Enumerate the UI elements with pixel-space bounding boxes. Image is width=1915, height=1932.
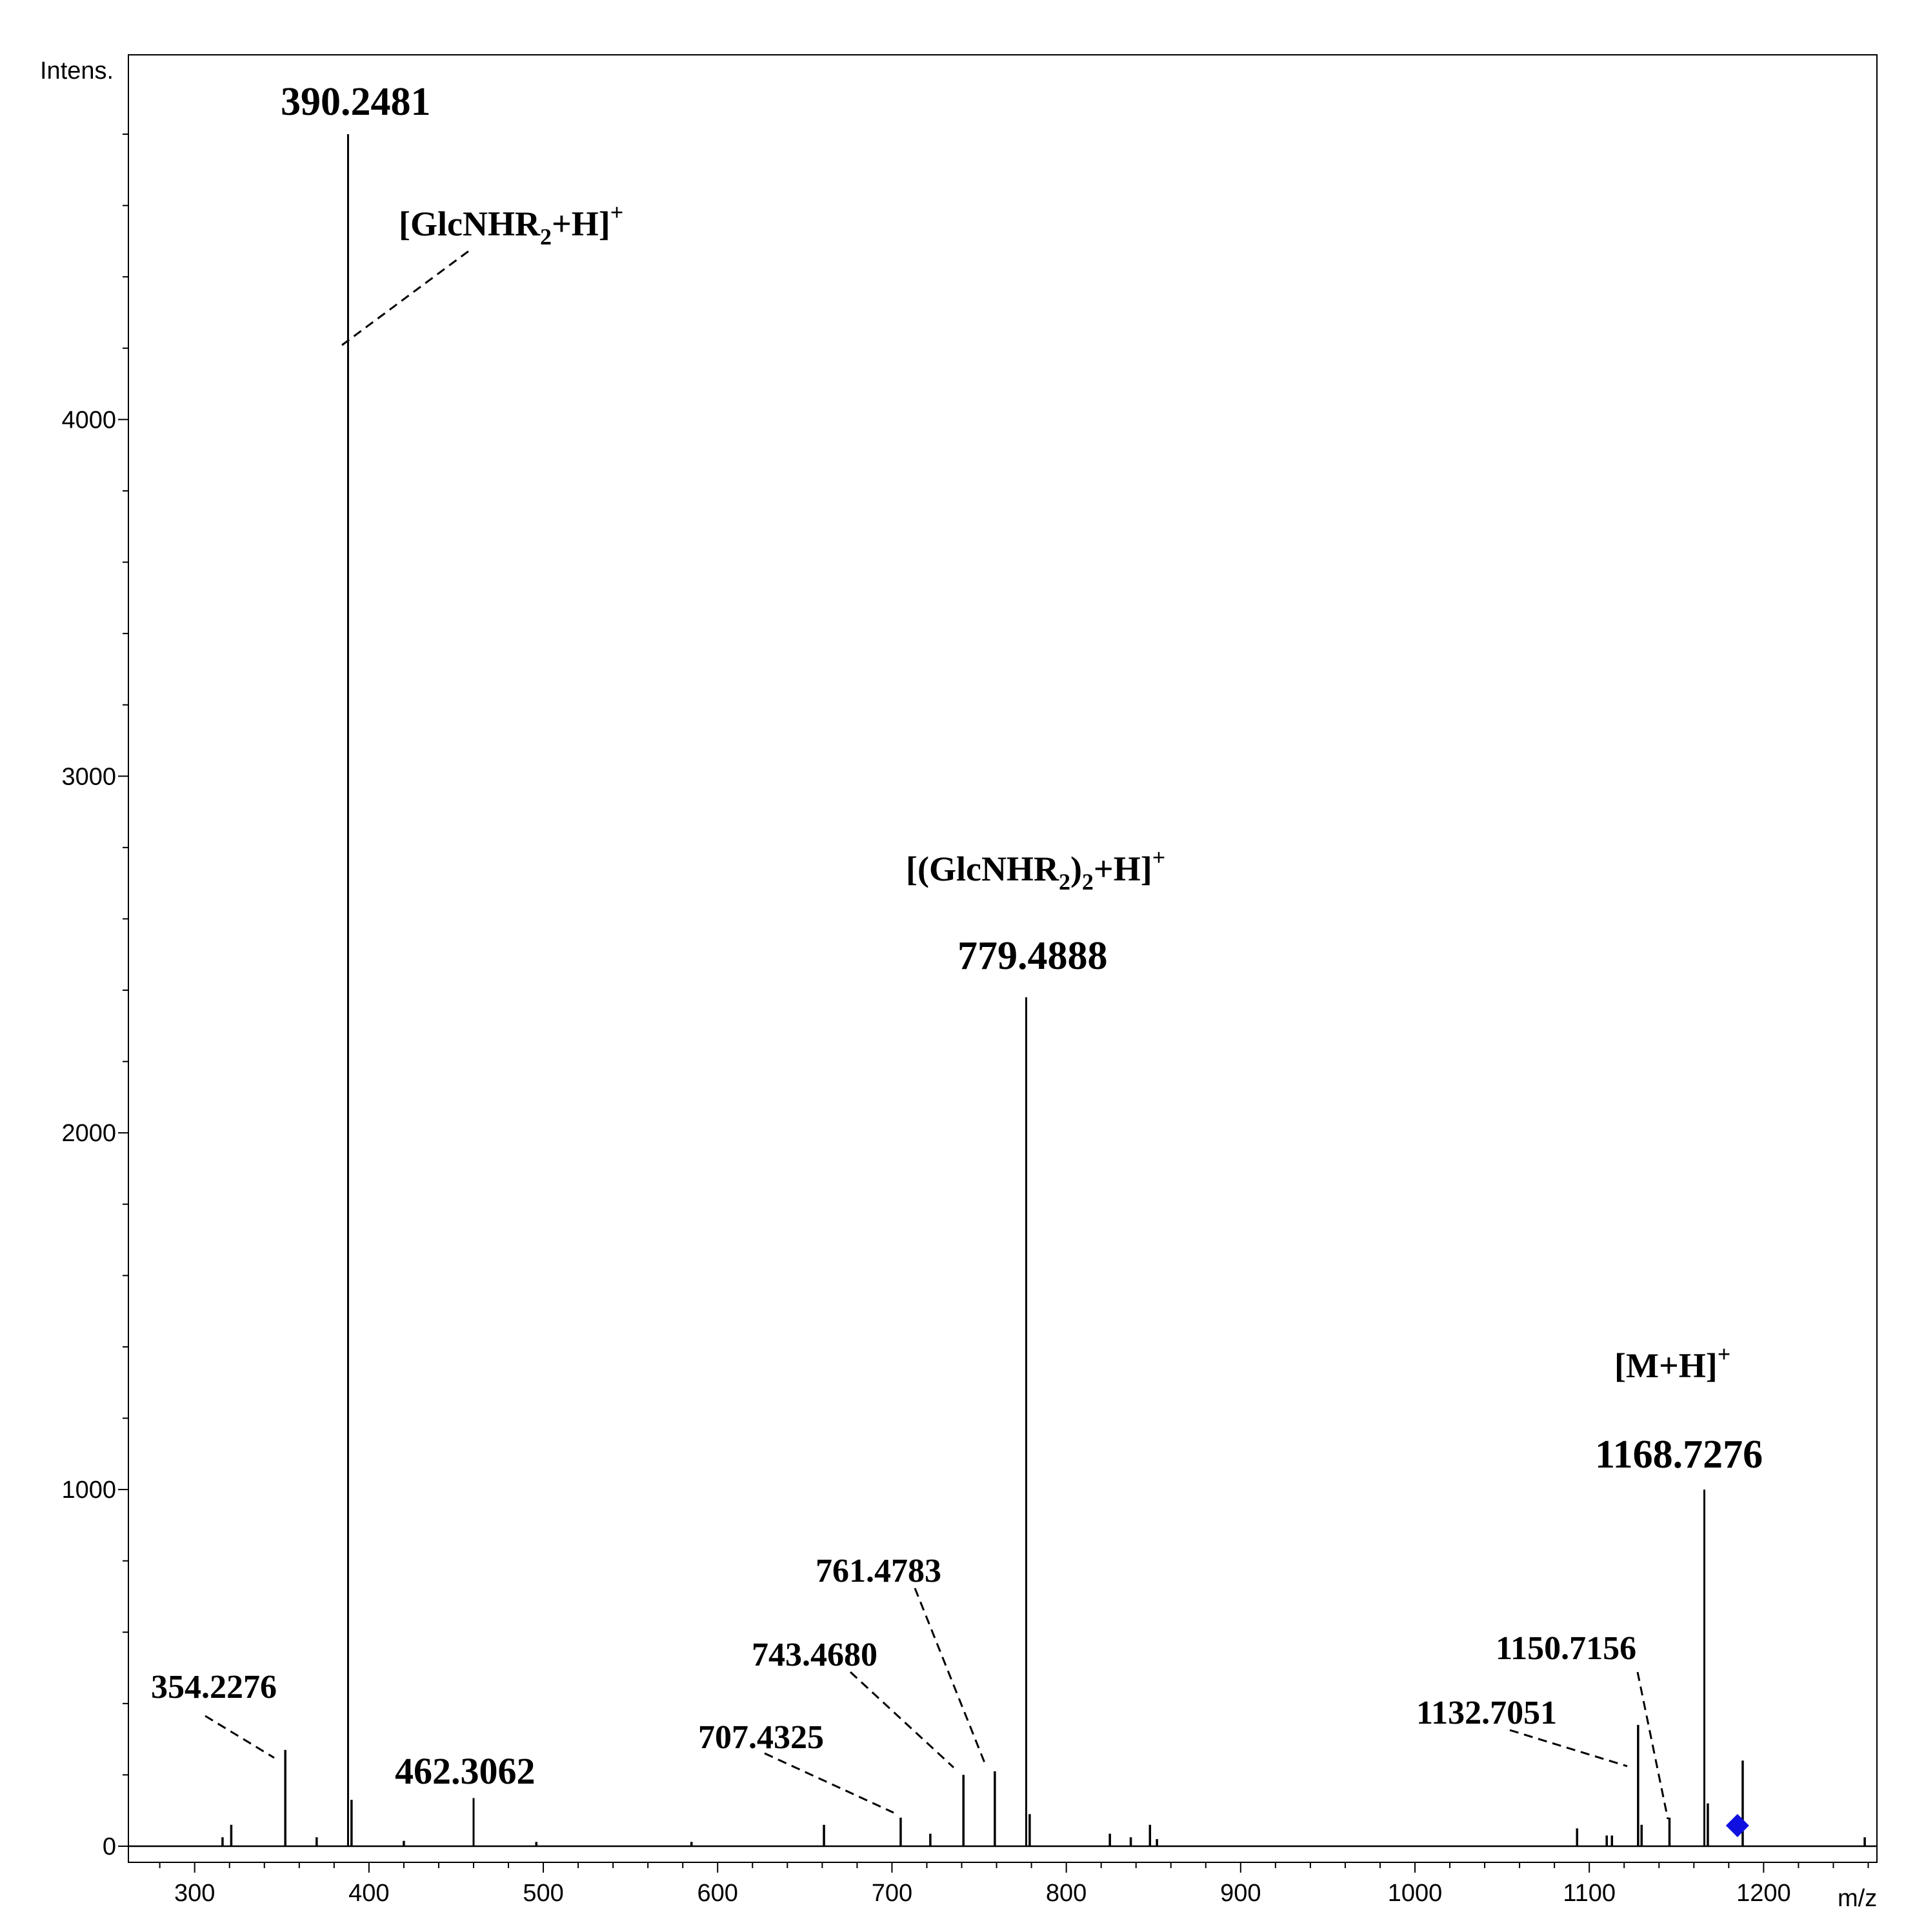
leader-line-1132 [1509, 1729, 1628, 1768]
x-tick-label: 500 [523, 1880, 563, 1907]
peak-label-390: 390.2481 [281, 80, 431, 124]
x-tick-label: 700 [872, 1880, 912, 1907]
leader-line-390 [341, 247, 473, 346]
x-tick-label: 1200 [1736, 1880, 1791, 1907]
ion-annotation-glcnhr2-h: [GlcNHR2+H]+ [399, 199, 623, 250]
peak-label-779: 779.4888 [958, 934, 1108, 978]
x-axis-ticks: 300 400 500 600 700 800 900 1000 1100 1200 [159, 1862, 1869, 1907]
peak-label-354: 354.2276 [151, 1669, 277, 1706]
leader-line-743 [849, 1671, 955, 1769]
peak-label-707: 707.4325 [698, 1719, 824, 1756]
x-tick-label: 300 [174, 1880, 215, 1907]
peak-label-1168: 1168.7276 [1595, 1433, 1763, 1477]
leader-line-354 [205, 1715, 275, 1759]
y-tick-label: 1000 [61, 1477, 116, 1504]
peak-label-743: 743.4680 [752, 1637, 877, 1673]
precursor-diamond-marker [1725, 1814, 1749, 1837]
x-tick-label: 600 [697, 1880, 738, 1907]
x-tick-label: 900 [1220, 1880, 1261, 1907]
y-tick-label: 0 [103, 1833, 116, 1860]
x-tick-label: 400 [348, 1880, 389, 1907]
y-tick-label: 2000 [61, 1120, 116, 1147]
ion-annotation-m-h: [M+H]+ [1614, 1341, 1730, 1385]
leader-line-761 [914, 1588, 987, 1765]
peak-label-761: 761.4783 [816, 1553, 941, 1589]
y-tick-label: 3000 [61, 763, 116, 790]
x-tick-label: 800 [1046, 1880, 1087, 1907]
y-axis-title: Intens. [40, 57, 114, 85]
peak-label-1150: 1150.7156 [1496, 1630, 1636, 1667]
y-axis-ticks: 0 1000 2000 3000 4000 [61, 134, 128, 1860]
plot-frame [128, 54, 1878, 1863]
ion-annotation-glcnhr2-dimer-h: [(GlcNHR2)2+H]+ [906, 844, 1165, 895]
y-tick-label: 4000 [61, 406, 116, 433]
leader-line-1150 [1636, 1671, 1669, 1820]
peak-label-462: 462.3062 [395, 1750, 536, 1792]
x-axis-title: m/z [1838, 1885, 1877, 1912]
x-tick-label: 1000 [1388, 1880, 1443, 1907]
peak-series [221, 134, 1866, 1846]
leader-lines [205, 247, 1669, 1820]
peak-label-1132: 1132.7051 [1416, 1695, 1557, 1731]
x-tick-label: 1100 [1563, 1880, 1616, 1907]
leader-line-707 [764, 1752, 894, 1814]
